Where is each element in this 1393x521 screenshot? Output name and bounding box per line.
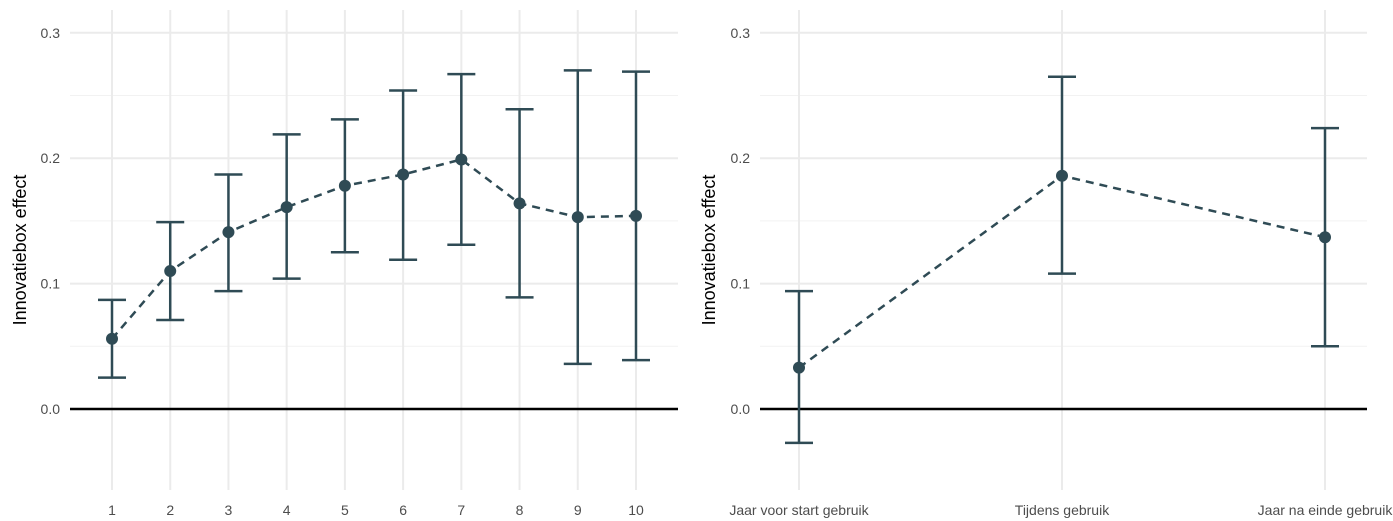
y-tick-label: 0.3 bbox=[41, 25, 61, 41]
x-tick-label: 4 bbox=[283, 502, 291, 518]
x-tick-label: 10 bbox=[628, 502, 644, 518]
data-point bbox=[571, 211, 584, 224]
y-tick-label: 0.2 bbox=[731, 150, 751, 166]
y-tick-label: 0.1 bbox=[731, 276, 751, 292]
data-point bbox=[630, 209, 642, 222]
series-line bbox=[111, 158, 637, 340]
data-point bbox=[222, 226, 235, 239]
data-point bbox=[455, 153, 468, 166]
x-tick-label: 2 bbox=[166, 502, 174, 518]
data-point bbox=[397, 168, 410, 181]
x-tick-label: Jaar na einde gebruik bbox=[1258, 502, 1393, 518]
data-point bbox=[338, 179, 351, 192]
x-tick-label: Tijdens gebruik bbox=[1015, 502, 1110, 518]
x-tick-label: 5 bbox=[341, 502, 349, 518]
x-tick-label: 6 bbox=[399, 502, 407, 518]
data-point bbox=[164, 265, 177, 278]
x-tick-label: 1 bbox=[108, 502, 116, 518]
data-point bbox=[1319, 231, 1331, 244]
x-tick-label: Jaar voor start gebruik bbox=[729, 502, 869, 518]
y-axis-title: Innovatiebox effect bbox=[699, 175, 719, 326]
data-point bbox=[106, 332, 118, 345]
y-tick-label: 0.0 bbox=[41, 401, 61, 417]
data-point bbox=[280, 201, 293, 214]
data-point bbox=[1056, 169, 1068, 182]
data-point bbox=[513, 197, 526, 210]
data-point bbox=[793, 361, 805, 374]
x-tick-label: 3 bbox=[225, 502, 233, 518]
y-tick-label: 0.2 bbox=[41, 150, 61, 166]
x-tick-label: 8 bbox=[516, 502, 524, 518]
right-panel: 0.0 0.1 0.2 0.3 Jaar voor start gebruik Tijde… bbox=[699, 10, 1393, 518]
y-tick-label: 0.1 bbox=[41, 276, 61, 292]
y-axis-title: Innovatiebox effect bbox=[10, 175, 30, 326]
left-panel: 0.0 0.1 0.2 0.3 1 2 3 4 5 6 7 8 9 10 Innovatiebox effe… bbox=[10, 10, 678, 518]
x-tick-label: 7 bbox=[457, 502, 465, 518]
y-tick-label: 0.3 bbox=[731, 25, 751, 41]
y-tick-label: 0.0 bbox=[731, 401, 751, 417]
x-tick-label: 9 bbox=[574, 502, 582, 518]
